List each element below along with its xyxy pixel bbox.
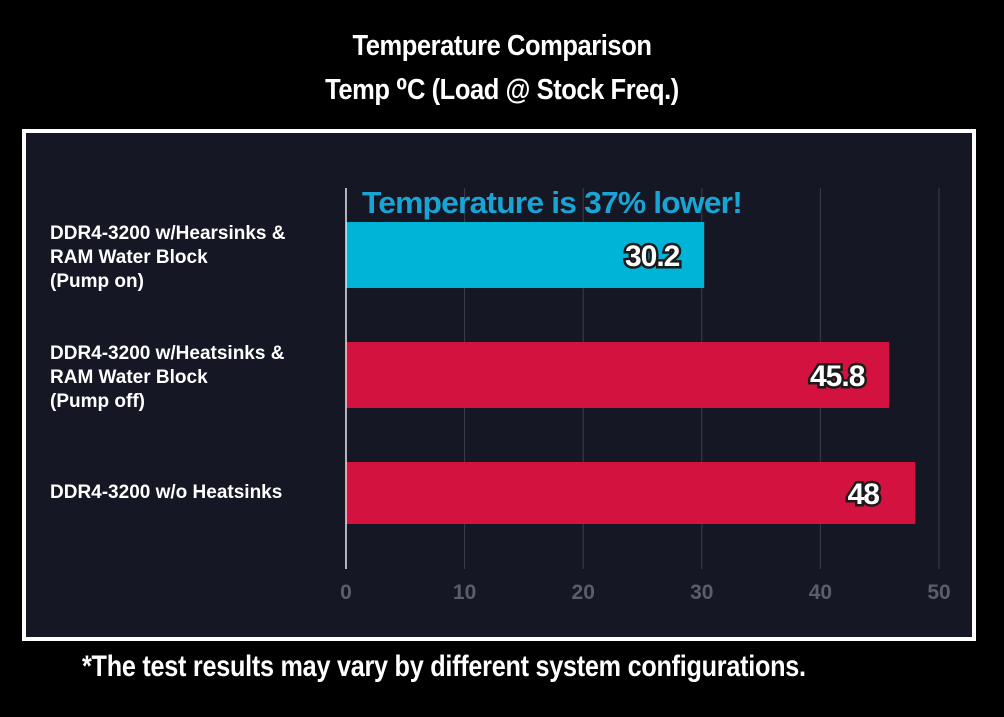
value-label-3: 48 [848,478,880,511]
chart-subtitle: Temp ⁰C (Load @ Stock Freq.) [325,74,679,106]
footnote: *The test results may vary by different … [82,650,806,683]
x-tick-label-0: 0 [340,581,352,604]
x-tick-label-50: 50 [927,581,950,604]
chart-title: Temperature Comparison [352,30,652,62]
bar-1 [346,222,705,288]
bar-3 [346,462,916,524]
x-tick-label-20: 20 [572,581,595,604]
bar-2 [346,342,890,408]
annotation: Temperature is 37% lower! [362,185,742,220]
x-tick-label-30: 30 [690,581,713,604]
x-tick-label-40: 40 [809,581,832,604]
value-label-2: 45.8 [810,360,865,393]
category-label-pump-on: DDR4-3200 w/Hearsinks & RAM Water Block … [50,223,286,292]
category-label-pump-off: DDR4-3200 w/Heatsinks & RAM Water Block … [50,343,285,412]
chart-panel: 30.2 45.8 48 0 10 20 30 40 50 Temperature is 37% … [22,129,976,641]
x-tick-label-10: 10 [453,581,476,604]
bar-chart: 30.2 45.8 48 0 10 20 30 40 50 Temperature is 37% … [340,185,951,604]
value-label-1: 30.2 [625,240,680,273]
category-label-no-heatsinks: DDR4-3200 w/o Heatsinks [50,482,283,503]
